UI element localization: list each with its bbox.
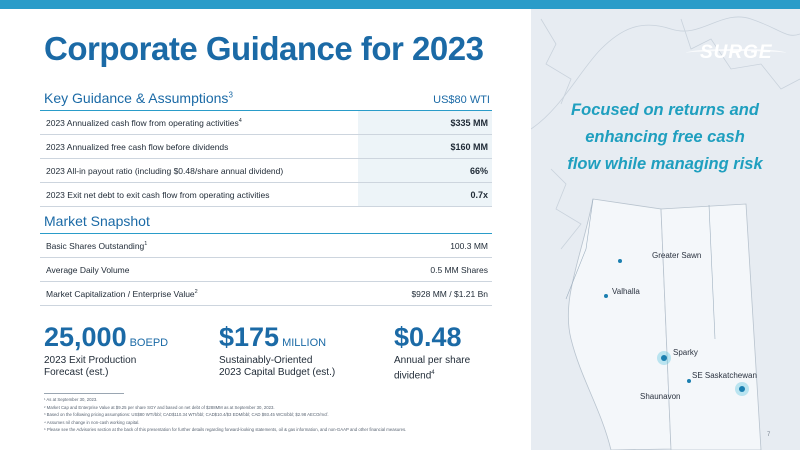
- market-row: Average Daily Volume 0.5 MM Shares: [40, 258, 492, 282]
- guidance-rule: [40, 110, 492, 111]
- guidance-row: 2023 All-in payout ratio (including $0.4…: [40, 159, 492, 183]
- price-assumption: US$80 WTI: [433, 94, 490, 106]
- surge-logo: SURGE: [686, 42, 786, 64]
- stat-dividend: $0.48 Annual per share dividend4: [394, 322, 471, 382]
- map-label-sparky: Sparky: [673, 348, 698, 357]
- guidance-row: 2023 Exit net debt to exit cash flow fro…: [40, 183, 492, 207]
- stat-exit-production: 25,000 BOEPD 2023 Exit Production Forecast…: [44, 322, 169, 378]
- map-panel: [531, 9, 800, 450]
- map-label-shaunavon: Shaunavon: [640, 392, 681, 401]
- map-label-se-saskatchewan: SE Saskatchewan: [692, 371, 757, 380]
- stat-capital-budget: $175 MILLION Sustainably-Oriented 2023 Cap…: [219, 322, 336, 378]
- guidance-row: 2023 Annualized cash flow from operating…: [40, 111, 492, 135]
- top-accent-bar: [0, 0, 800, 9]
- guidance-value: 66%: [358, 159, 492, 182]
- market-value: 100.3 MM: [450, 241, 488, 251]
- guidance-value: $335 MM: [358, 111, 492, 134]
- page-title: Corporate Guidance for 2023: [44, 30, 484, 67]
- page-number: 7: [767, 432, 771, 438]
- market-row: Basic Shares Outstanding1 100.3 MM: [40, 234, 492, 258]
- guidance-value: $160 MM: [358, 135, 492, 158]
- guidance-heading: Key Guidance & Assumptions3: [44, 90, 233, 106]
- guidance-row: 2023 Annualized free cash flow before di…: [40, 135, 492, 159]
- map-label-greater-sawn: Greater Sawn: [652, 251, 702, 260]
- map-label-valhalla: Valhalla: [612, 287, 640, 296]
- western-canada-map: [531, 16, 800, 450]
- market-rule: [40, 233, 492, 234]
- guidance-value: 0.7x: [358, 183, 492, 206]
- market-value: $928 MM / $1.21 Bn: [411, 289, 488, 299]
- footnote-rule: [44, 393, 124, 394]
- market-row: Market Capitalization / Enterprise Value…: [40, 282, 492, 306]
- market-value: 0.5 MM Shares: [430, 265, 488, 275]
- footnotes: ¹ As at September 30, 2023. ² Market Cap…: [44, 397, 407, 433]
- market-heading: Market Snapshot: [44, 213, 150, 229]
- tagline: Focused on returns and enhancing free ca…: [567, 101, 763, 173]
